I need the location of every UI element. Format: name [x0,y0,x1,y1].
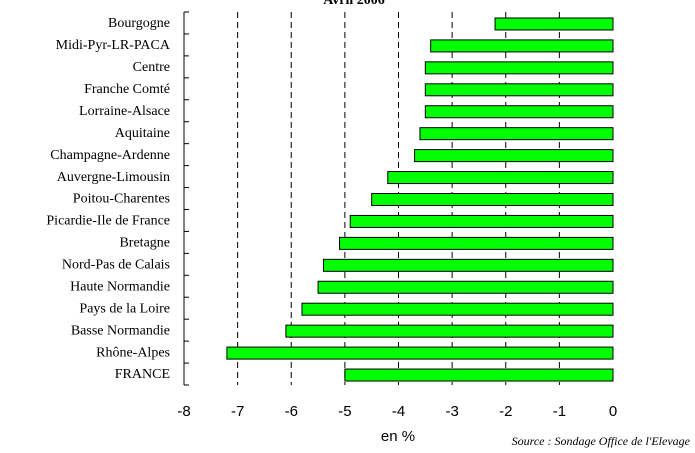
y-tick-label: Poitou-Charentes [73,192,170,207]
x-tick-label: -1 [553,403,566,420]
y-tick-label: Midi-Pyr-LR-PACA [56,38,171,53]
x-tick-label: -8 [177,403,190,420]
source-note: Source : Sondage Office de l'Elevage [512,434,691,448]
y-tick-label: Nord-Pas de Calais [62,258,170,273]
y-tick-label: Rhône-Alpes [96,345,170,360]
y-tick-label: Champagne-Ardenne [50,148,170,163]
bar [414,149,614,163]
y-tick-label: Aquitaine [115,126,170,141]
bar [344,368,614,382]
x-tick-label: -7 [231,403,244,420]
x-tick-label: -4 [392,403,405,420]
bar [387,171,614,185]
x-tick-label: 0 [609,403,617,420]
x-tick-label: -2 [499,403,512,420]
y-tick-label: Auvergne-Limousin [57,170,170,185]
bar [424,61,614,75]
bar [424,83,614,97]
y-tick-label: Franche Comté [84,82,170,97]
bar [430,39,614,53]
y-tick-label: Centre [133,60,170,75]
x-tick-label: -3 [445,403,458,420]
y-tick-label: Bourgogne [108,16,170,31]
x-axis-label: en % [381,428,415,445]
bar [339,236,614,250]
x-tick-label: -6 [285,403,298,420]
bar [419,127,614,141]
y-tick-label: FRANCE [115,367,170,382]
bar [349,214,614,228]
y-tick-label: Haute Normandie [70,279,170,294]
bar [285,324,614,338]
y-tick-label: Picardie-Ile de France [46,214,170,229]
x-tick-label: -5 [338,403,351,420]
chart-title: Avril 2006 [323,0,385,8]
bar [424,105,614,119]
y-tick-label: Lorraine-Alsace [79,104,170,119]
y-tick-label: Pays de la Loire [79,301,170,316]
bar [317,280,614,294]
y-tick-label: Bretagne [119,236,170,251]
bar [494,17,614,31]
bar [322,258,614,272]
bar [371,193,614,206]
bar [226,346,614,360]
y-tick-label: Basse Normandie [71,323,170,338]
bar [301,302,614,316]
